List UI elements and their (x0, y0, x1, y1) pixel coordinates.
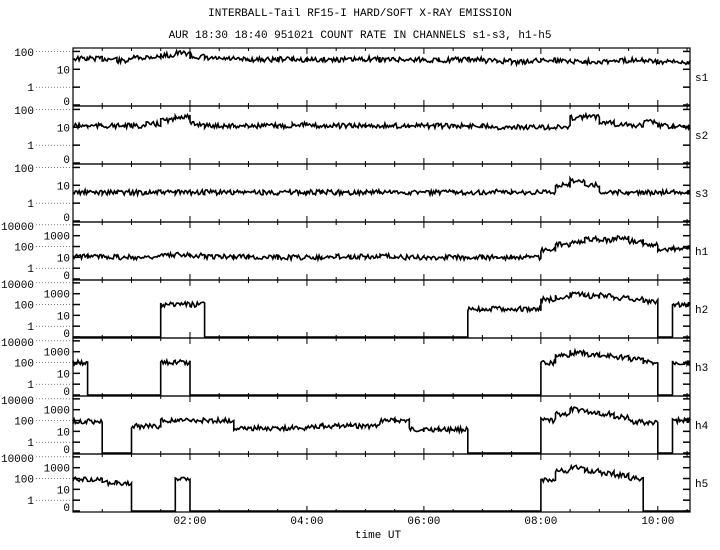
series-line-h4 (72, 405, 691, 454)
y-tick-label: 10000 (1, 396, 34, 408)
y-tick-label: 10 (57, 427, 70, 439)
y-tick-label: 0 (63, 329, 70, 341)
y-tick-label: 0 (63, 213, 70, 225)
y-tick-label: 100 (14, 243, 34, 255)
channel-label-h4: h4 (695, 421, 709, 433)
y-tick-label: 100 (14, 164, 34, 176)
panel-frame-h2 (72, 279, 691, 339)
series-line-h2 (73, 290, 691, 338)
y-tick-label: 10 (57, 253, 70, 265)
y-tick-label: 10 (57, 311, 70, 323)
y-tick-label: 10 (57, 369, 70, 381)
y-tick-label: 100 (14, 475, 34, 487)
y-tick-label: 1 (27, 141, 34, 153)
channel-label-h3: h3 (695, 363, 708, 375)
x-axis-label: time UT (354, 530, 402, 542)
y-tick-label: 1 (27, 380, 34, 392)
y-tick-label: 10 (57, 485, 70, 497)
series-line-h3 (72, 347, 691, 396)
y-tick-label: 10000 (1, 280, 34, 292)
panel-frame-h5 (72, 453, 691, 513)
panel-frame-h1 (72, 221, 691, 281)
y-tick-label: 100 (14, 106, 34, 118)
series-line-s1 (72, 48, 691, 68)
y-tick-label: 0 (63, 271, 70, 283)
chart-title: INTERBALL-Tail RF15-I HARD/SOFT X-RAY EM… (208, 8, 512, 20)
y-tick-label: 1 (27, 322, 34, 334)
panel-frame-h4 (72, 395, 691, 455)
y-tick-label: 100 (14, 301, 34, 313)
y-tick-label: 10000 (1, 222, 34, 234)
y-tick-label: 1000 (44, 290, 70, 302)
y-tick-label: 0 (63, 387, 70, 399)
chart-subtitle: AUR 18:30 18:40 951021 COUNT RATE IN CHA… (168, 30, 552, 42)
y-tick-label: 100 (14, 359, 34, 371)
y-tick-label: 1000 (44, 464, 70, 476)
y-tick-label: 100 (14, 417, 34, 429)
y-tick-label: 1000 (44, 406, 70, 418)
y-tick-label: 1000 (44, 348, 70, 360)
series-line-h5 (72, 463, 690, 512)
y-tick-label: 1 (27, 199, 34, 211)
channel-label-h2: h2 (695, 305, 708, 317)
x-tick-label: 10:00 (641, 516, 674, 528)
series-line-s3 (72, 175, 691, 198)
channel-label-h5: h5 (695, 479, 708, 491)
x-tick-label: 02:00 (173, 516, 206, 528)
x-tick-label: 04:00 (290, 516, 323, 528)
y-tick-label: 10000 (1, 338, 34, 350)
series-line-h1 (72, 234, 691, 263)
y-tick-label: 0 (63, 97, 70, 109)
y-tick-label: 1 (27, 83, 34, 95)
y-tick-label: 0 (63, 445, 70, 457)
x-tick-label: 08:00 (524, 516, 557, 528)
y-tick-label: 1 (27, 438, 34, 450)
y-tick-label: 1000 (44, 232, 70, 244)
y-tick-label: 10000 (1, 454, 34, 466)
y-tick-label: 0 (63, 155, 70, 167)
y-tick-label: 1 (27, 264, 34, 276)
y-tick-label: 1 (27, 496, 34, 508)
channel-label-s2: s2 (695, 131, 708, 143)
channel-label-s3: s3 (695, 189, 708, 201)
channel-label-h1: h1 (695, 247, 709, 259)
y-tick-label: 0 (63, 503, 70, 515)
y-tick-label: 10 (57, 181, 70, 193)
series-line-s2 (72, 111, 691, 132)
x-tick-label: 06:00 (407, 516, 440, 528)
y-tick-label: 100 (14, 48, 34, 60)
y-tick-label: 10 (57, 65, 70, 77)
y-tick-label: 10 (57, 123, 70, 135)
channel-label-s1: s1 (695, 73, 709, 85)
panel-frame-h3 (72, 337, 691, 397)
